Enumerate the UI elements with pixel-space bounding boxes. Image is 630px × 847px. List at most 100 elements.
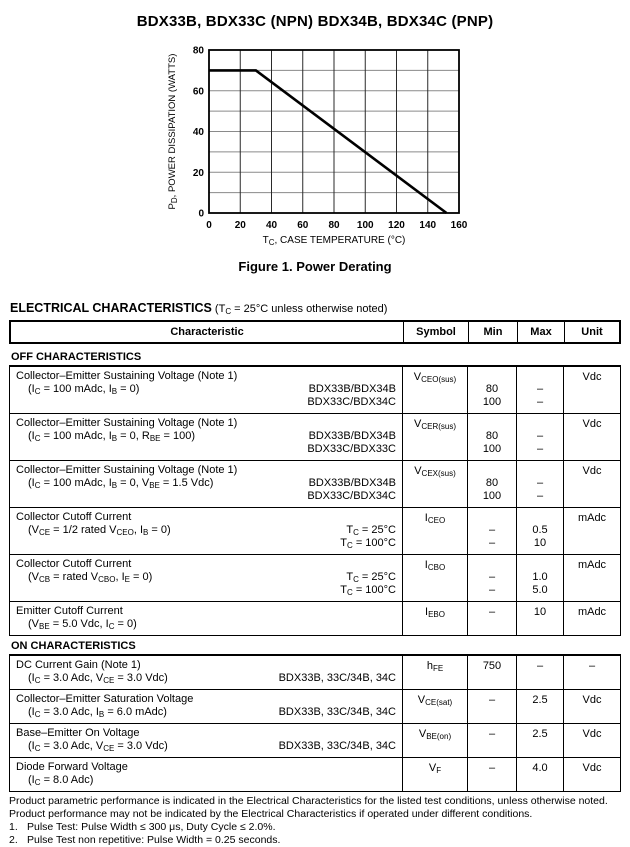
on-characteristics-block: DC Current Gain (Note 1) (IC = 3.0 Adc, … — [9, 654, 621, 792]
y-tick-label: 80 — [193, 46, 205, 57]
max-value: 2.5 — [532, 728, 548, 740]
min-value: 100 — [482, 396, 502, 408]
max-value: – — [536, 430, 544, 442]
temperature-label: TC = 25°C — [346, 524, 396, 537]
max-cell: 4.0 — [516, 758, 563, 791]
test-condition: (VCE = 1/2 rated VCEO, IB = 0) — [28, 524, 171, 537]
y-tick-label: 40 — [193, 127, 205, 138]
min-value: 80 — [485, 477, 499, 489]
min-cell: 80 100 — [467, 414, 516, 460]
symbol-cell: VCER(sus) — [402, 414, 467, 460]
test-condition: (VBE = 5.0 Vdc, IC = 0) — [28, 618, 137, 631]
page-title: BDX33B, BDX33C (NPN) BDX34B, BDX34C (PNP… — [136, 13, 494, 30]
characteristic-name: Collector Cutoff Current — [16, 558, 132, 570]
table-row: Collector–Emitter Sustaining Voltage (No… — [10, 460, 620, 507]
max-value: – — [536, 660, 544, 672]
x-tick-label: 20 — [235, 220, 247, 231]
table-row: Collector Cutoff Current (VCE = 1/2 rate… — [10, 507, 620, 554]
col-header-min: Min — [468, 322, 517, 342]
table-row: DC Current Gain (Note 1) (IC = 3.0 Adc, … — [10, 656, 620, 689]
electrical-characteristics-table: Characteristic Symbol Min Max Unit OFF C… — [9, 320, 621, 792]
device-label: BDX33C/BDX34C — [307, 396, 396, 408]
min-cell: – – — [467, 508, 516, 554]
test-condition: (IC = 100 mAdc, IB = 0, RBE = 100) — [28, 430, 196, 443]
characteristic-name: Collector Cutoff Current — [16, 511, 132, 523]
min-cell: – — [467, 724, 516, 757]
test-condition: (IC = 3.0 Adc, VCE = 3.0 Vdc) — [28, 740, 168, 753]
section-off-characteristics: OFF CHARACTERISTICS — [11, 351, 142, 363]
x-tick-label: 60 — [297, 220, 309, 231]
min-value: 100 — [482, 490, 502, 502]
characteristic-cell: Collector–Emitter Sustaining Voltage (No… — [10, 414, 402, 460]
test-condition: (IC = 100 mAdc, IB = 0) — [28, 383, 140, 396]
x-axis-label: TC, CASE TEMPERATURE (°C) — [262, 235, 406, 247]
max-cell: – – — [516, 414, 563, 460]
device-label: BDX33B, 33C/34B, 34C — [278, 672, 396, 684]
unit-cell: Vdc — [563, 414, 620, 460]
test-condition: (IC = 100 mAdc, IB = 0, VBE = 1.5 Vdc) — [28, 477, 214, 490]
max-cell: 2.5 — [516, 690, 563, 723]
col-header-characteristic: Characteristic — [170, 326, 244, 338]
min-value: 100 — [482, 443, 502, 455]
plot-border — [208, 49, 460, 214]
max-cell: 1.0 5.0 — [516, 555, 563, 601]
unit-cell: Vdc — [563, 690, 620, 723]
unit-cell: Vdc — [563, 461, 620, 507]
symbol-cell: VCE(sat) — [402, 690, 467, 723]
characteristic-cell: Diode Forward Voltage (IC = 8.0 Adc) — [10, 758, 402, 791]
device-label: BDX33C/BDX33C — [307, 443, 396, 455]
footnote-text: Pulse Test: Pulse Width ≤ 300 μs, Duty C… — [27, 821, 276, 833]
characteristic-cell: Collector Cutoff Current (VCE = 1/2 rate… — [10, 508, 402, 554]
characteristic-cell: Collector–Emitter Sustaining Voltage (No… — [10, 367, 402, 413]
max-value: 1.0 — [532, 571, 548, 583]
test-condition: (IC = 8.0 Adc) — [28, 774, 94, 787]
min-cell: – — [467, 758, 516, 791]
off-characteristics-block: Collector–Emitter Sustaining Voltage (No… — [9, 365, 621, 636]
y-axis-label: PD, POWER DISSIPATION (WATTS) — [167, 53, 179, 210]
table-row: Emitter Cutoff Current (VBE = 5.0 Vdc, I… — [10, 601, 620, 635]
footnote-text: Pulse Test non repetitive: Pulse Width =… — [27, 834, 281, 846]
max-cell: 10 — [516, 602, 563, 635]
characteristic-cell: Base–Emitter On Voltage (IC = 3.0 Adc, V… — [10, 724, 402, 757]
footnote-2: 2. Pulse Test non repetitive: Pulse Widt… — [9, 834, 621, 847]
symbol-cell: ICEO — [402, 508, 467, 554]
table-row: Collector–Emitter Saturation Voltage (IC… — [10, 689, 620, 723]
max-value: – — [536, 477, 544, 489]
footnote-number: 2. — [9, 834, 18, 846]
table-row: Collector–Emitter Sustaining Voltage (No… — [10, 367, 620, 413]
device-label: BDX33B, 33C/34B, 34C — [278, 706, 396, 718]
symbol-cell: hFE — [402, 656, 467, 689]
min-cell: 80 100 — [467, 461, 516, 507]
test-condition: (IC = 3.0 Adc, VCE = 3.0 Vdc) — [28, 672, 168, 685]
min-value: – — [488, 606, 496, 618]
device-label: BDX33B/BDX34B — [308, 477, 396, 489]
device-label: BDX33C/BDX34C — [307, 490, 396, 502]
x-tick-label: 140 — [419, 220, 436, 231]
device-label: BDX33B/BDX34B — [308, 383, 396, 395]
min-value: – — [488, 584, 496, 596]
x-tick-label: 0 — [206, 220, 212, 231]
derating-curve — [209, 69, 448, 215]
unit-cell: Vdc — [563, 758, 620, 791]
symbol-cell: VCEX(sus) — [402, 461, 467, 507]
min-cell: – – — [467, 555, 516, 601]
x-tick-label: 160 — [451, 220, 468, 231]
min-value: – — [488, 694, 496, 706]
table-row: Collector–Emitter Sustaining Voltage (No… — [10, 413, 620, 460]
unit-cell: mAdc — [563, 508, 620, 554]
test-condition: (IC = 3.0 Adc, IB = 6.0 mAdc) — [28, 706, 167, 719]
test-condition: (VCB = rated VCBO, IE = 0) — [28, 571, 153, 584]
footnote-1: 1. Pulse Test: Pulse Width ≤ 300 μs, Dut… — [9, 821, 621, 834]
min-value: – — [488, 524, 496, 536]
section-on-characteristics: ON CHARACTERISTICS — [11, 640, 136, 652]
min-cell: – — [467, 602, 516, 635]
characteristic-name: DC Current Gain (Note 1) — [16, 659, 141, 671]
characteristic-name: Collector–Emitter Sustaining Voltage (No… — [16, 417, 238, 429]
characteristic-name: Base–Emitter On Voltage — [16, 727, 140, 739]
y-tick-label: 20 — [193, 168, 205, 179]
max-cell: 0.5 10 — [516, 508, 563, 554]
max-cell: – – — [516, 461, 563, 507]
table-row: Diode Forward Voltage (IC = 8.0 Adc) VF … — [10, 757, 620, 791]
max-value: 10 — [533, 537, 547, 549]
characteristic-name: Collector–Emitter Saturation Voltage — [16, 693, 194, 705]
